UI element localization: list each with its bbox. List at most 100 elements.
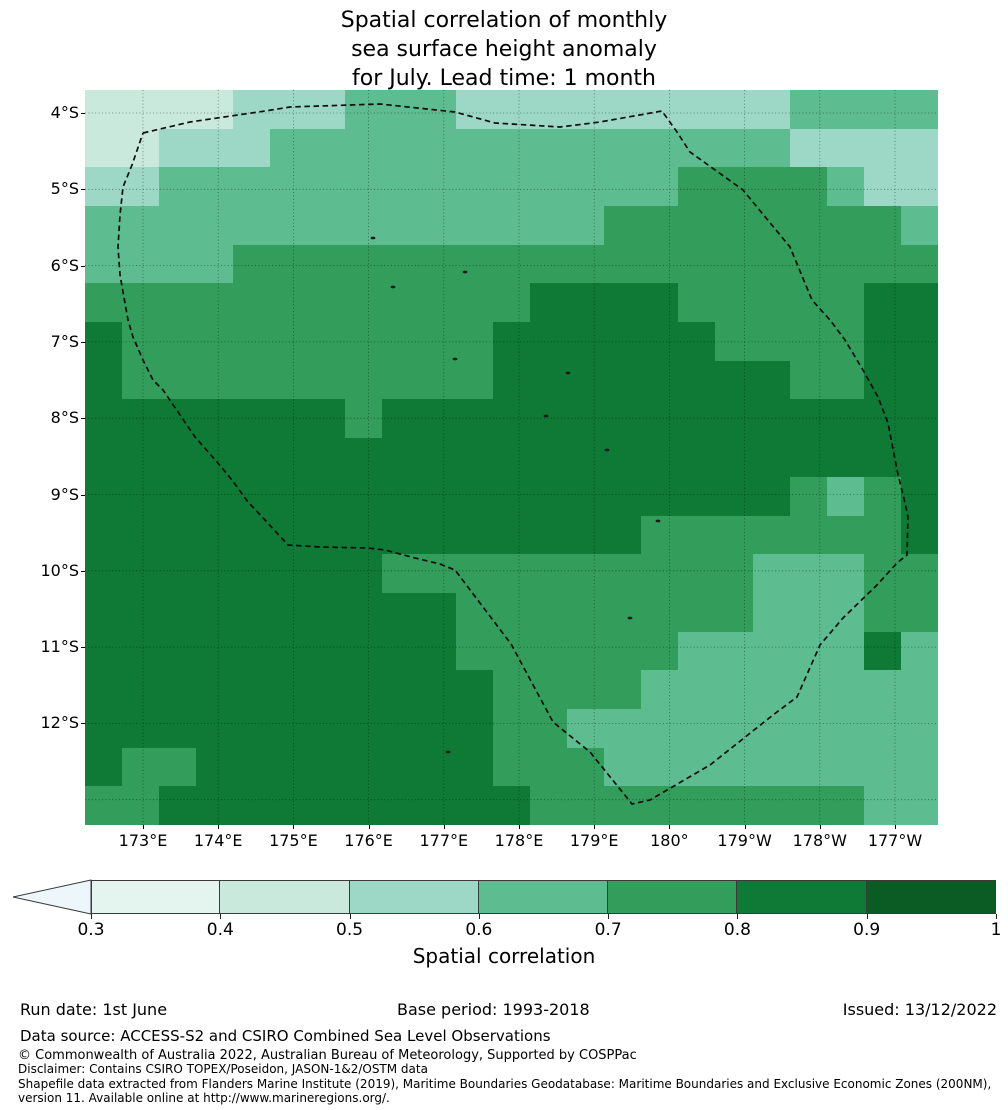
island-marker xyxy=(390,285,396,289)
grid-cell xyxy=(567,438,605,478)
grid-cell xyxy=(307,592,346,633)
grid-cell xyxy=(85,438,123,478)
grid-cell xyxy=(567,554,605,594)
grid-cell xyxy=(826,399,865,439)
grid-cell xyxy=(900,670,938,710)
grid-cell xyxy=(567,283,605,323)
grid-cell xyxy=(789,515,828,555)
grid-cell xyxy=(678,438,717,478)
grid-cell xyxy=(344,244,383,285)
grid-cell xyxy=(641,786,680,825)
grid-cell xyxy=(344,747,383,787)
grid-cell xyxy=(381,747,420,787)
grid-cell xyxy=(567,515,605,555)
grid-cell xyxy=(678,244,717,285)
grid-cell xyxy=(233,90,272,130)
grid-cell xyxy=(344,128,383,169)
x-axis-tick xyxy=(744,825,746,829)
grid-cell xyxy=(381,592,420,633)
island-marker xyxy=(452,357,458,361)
grid-cell xyxy=(826,206,865,246)
grid-cell xyxy=(344,554,383,594)
grid-cell xyxy=(604,786,642,825)
grid-cell xyxy=(85,631,123,671)
grid-cell xyxy=(678,399,717,439)
grid-cell xyxy=(122,554,160,594)
grid-cell xyxy=(789,747,828,787)
grid-cell xyxy=(530,476,568,517)
colorbar-segment xyxy=(866,880,996,914)
x-axis-tick xyxy=(819,825,821,829)
correlation-heatmap-cells xyxy=(85,90,938,825)
grid-cell xyxy=(196,167,235,207)
grid-cell xyxy=(455,167,494,207)
grid-cell xyxy=(863,167,902,207)
chart-title-line1: Spatial correlation of monthly xyxy=(340,8,668,33)
island-marker xyxy=(462,270,468,274)
grid-cell xyxy=(678,206,717,246)
grid-cell xyxy=(492,786,531,825)
grid-cell xyxy=(678,167,717,207)
grid-cell xyxy=(900,206,938,246)
grid-cell xyxy=(381,360,420,401)
grid-cell xyxy=(270,128,309,169)
grid-cell xyxy=(85,515,123,555)
grid-cell xyxy=(863,670,902,710)
grid-cell xyxy=(196,515,235,555)
grid-cell xyxy=(418,399,457,439)
x-axis-tick-label: 179°E xyxy=(569,831,619,850)
grid-cell xyxy=(863,90,902,130)
grid-cell xyxy=(159,476,197,517)
grid-cell xyxy=(604,360,642,401)
grid-cell xyxy=(159,244,197,285)
grid-cell xyxy=(752,670,791,710)
grid-cell xyxy=(752,554,791,594)
grid-cell xyxy=(270,167,309,207)
grid-cell xyxy=(789,128,828,169)
colorbar-tick xyxy=(478,914,480,919)
grid-cell xyxy=(233,360,272,401)
y-axis-tick-label: 7°S xyxy=(50,331,79,351)
grid-cell xyxy=(307,283,346,323)
grid-cell xyxy=(604,438,642,478)
grid-cell xyxy=(270,360,309,401)
grid-cell xyxy=(418,786,457,825)
grid-cell xyxy=(122,747,160,787)
colorbar-tick xyxy=(91,914,92,919)
grid-cell xyxy=(344,283,383,323)
colorbar-segment xyxy=(737,880,867,914)
grid-cell xyxy=(900,167,938,207)
grid-cell xyxy=(233,438,272,478)
grid-cell xyxy=(789,631,828,671)
x-axis-tick-label: 174°E xyxy=(193,831,243,850)
grid-cell xyxy=(715,128,754,169)
grid-cell xyxy=(418,592,457,633)
grid-cell xyxy=(715,206,754,246)
grid-cell xyxy=(344,90,383,130)
grid-cell xyxy=(789,244,828,285)
grid-cell xyxy=(492,670,531,710)
grid-cell xyxy=(122,283,160,323)
grid-cell xyxy=(307,476,346,517)
grid-cell xyxy=(641,554,680,594)
grid-cell xyxy=(455,283,494,323)
grid-cell xyxy=(900,708,938,749)
grid-cell xyxy=(270,515,309,555)
grid-cell xyxy=(752,592,791,633)
grid-cell xyxy=(344,206,383,246)
under-arrow-triangle xyxy=(12,879,92,915)
grid-cell xyxy=(381,283,420,323)
grid-cell xyxy=(678,554,717,594)
x-axis-tick-label: 176°E xyxy=(344,831,393,850)
grid-cell xyxy=(567,244,605,285)
colorbar-segment xyxy=(91,880,221,914)
grid-cell xyxy=(381,167,420,207)
grid-cell xyxy=(307,399,346,439)
grid-cell xyxy=(641,515,680,555)
grid-cell xyxy=(418,360,457,401)
base-period: Base period: 1993-2018 xyxy=(397,1000,590,1019)
run-date: Run date: 1st June xyxy=(20,1000,168,1019)
grid-cell xyxy=(641,670,680,710)
grid-cell xyxy=(900,786,938,825)
x-axis-tick xyxy=(519,825,520,829)
